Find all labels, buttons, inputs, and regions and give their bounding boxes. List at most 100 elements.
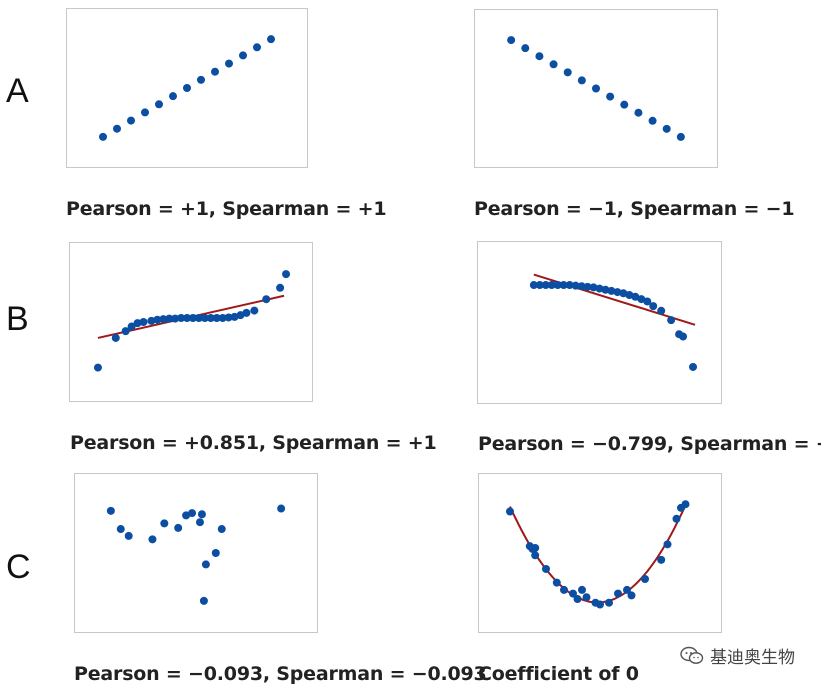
data-point [565,281,574,290]
watermark-text: 基迪奥生物 [710,648,795,668]
row-label-a: A [6,72,29,110]
data-point [276,283,285,292]
data-point [253,43,261,52]
caption-a-right: Pearson = −1, Spearman = −1 [474,198,795,220]
data-point [242,308,251,317]
data-point [197,510,206,519]
data-point [267,35,275,44]
data-point [643,297,652,306]
scatter-plot-a_right [507,36,685,141]
data-point [133,319,142,328]
data-point [218,314,227,323]
watermark: 基迪奥生物 [680,643,795,668]
data-point [679,332,688,341]
data-point [197,75,205,84]
scatter-plot-c_right [506,500,690,609]
data-point [560,585,568,594]
data-point [563,68,572,77]
data-point [577,76,586,85]
data-point [262,295,271,304]
data-point [121,327,130,336]
data-point [155,100,163,109]
data-point [596,600,604,609]
data-point [195,518,204,527]
data-point [217,525,226,534]
data-point [553,281,562,290]
row-label-c: C [6,548,31,586]
data-point [201,560,210,569]
data-point [648,116,657,125]
data-point [160,519,169,528]
data-point [589,283,598,292]
data-point [605,598,613,607]
caption-c-right: Coefficient of 0 [478,663,639,685]
data-point [106,506,115,515]
data-point [224,313,233,322]
data-point [199,596,208,605]
data-point [194,314,203,323]
data-point [529,281,538,290]
data-point [577,282,586,291]
data-point [676,132,685,141]
data-point [169,92,177,101]
data-point [188,509,197,518]
data-point [634,108,643,117]
chart-panel-b-left [69,242,313,402]
data-point [521,44,530,53]
data-point [547,281,556,290]
chart-panel-a-left [66,8,308,168]
data-point [212,314,221,323]
chart-panel-c-right [478,473,722,633]
data-point [613,288,622,297]
data-point [601,285,610,294]
data-point [127,116,135,125]
data-point [578,585,586,594]
data-point [657,555,666,564]
data-point [583,282,592,291]
data-point [614,589,622,598]
data-point [573,595,582,604]
scatter-plot-b_right [529,273,698,371]
data-point [200,314,209,323]
data-point [641,574,649,583]
data-point [211,549,220,557]
data-point [116,525,125,534]
data-point [672,514,681,523]
data-point [506,507,514,516]
data-point [663,540,672,549]
chart-panel-c-left [74,473,318,633]
caption-b-left: Pearson = +0.851, Spearman = +1 [70,432,437,454]
scatter-plot-a_left [99,35,275,141]
data-point [531,543,540,552]
data-point [159,315,168,324]
data-point [250,306,259,315]
data-point [662,124,671,133]
chart-panel-a-right [474,9,718,168]
data-point [620,100,629,109]
data-point [582,593,591,602]
data-point [239,51,247,60]
data-point [541,281,550,290]
data-point [165,314,174,323]
data-point [171,314,180,323]
data-point [93,363,102,372]
data-point [649,302,658,311]
data-point [689,362,698,371]
data-point [183,84,191,92]
data-point [571,281,580,290]
data-point [507,36,516,45]
data-point [595,284,604,293]
data-point [111,333,120,342]
scatter-plot-c_left [106,504,286,605]
data-point [225,59,233,68]
data-point [681,500,690,509]
data-point [147,316,156,325]
data-point [542,564,550,573]
data-point [535,281,544,290]
data-point [667,316,676,325]
data-point [531,551,540,560]
data-point [559,281,568,290]
caption-c-left: Pearson = −0.093, Spearman = −0.093 [74,663,487,685]
wechat-icon [680,646,704,664]
data-point [139,318,148,326]
